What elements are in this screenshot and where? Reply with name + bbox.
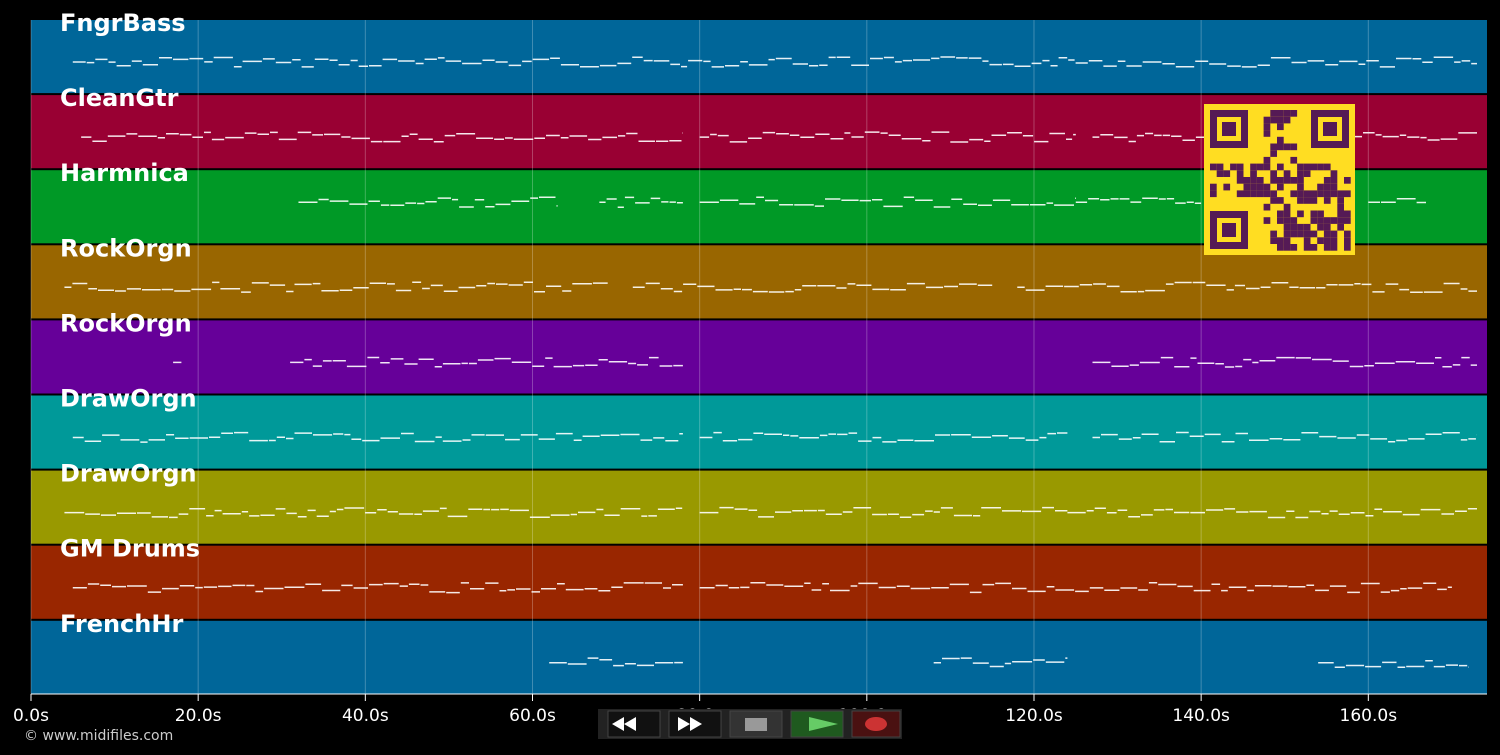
footer: © www.midifiles.com (24, 728, 173, 744)
track-lane (31, 320, 1487, 394)
track-name: RockOrgn (60, 309, 192, 337)
track-lane (31, 545, 1487, 619)
tick-label: 140.0s (1172, 706, 1230, 726)
tick-label: 120.0s (1005, 706, 1063, 726)
transport (598, 709, 902, 739)
tick-label: 160.0s (1340, 706, 1398, 726)
track-name: Harmnica (60, 159, 189, 187)
track-lane (31, 245, 1487, 319)
notes (1318, 659, 1469, 669)
tick-label: 20.0s (175, 706, 222, 726)
notes (1017, 281, 1477, 293)
tracks (31, 20, 1487, 694)
track-name: RockOrgn (60, 234, 192, 262)
tick-label: 40.0s (342, 706, 389, 726)
notes (298, 196, 558, 208)
notes (1368, 197, 1426, 204)
track-name: DrawOrgn (60, 385, 197, 413)
track-name: FngrBass (60, 9, 186, 37)
notes (64, 507, 683, 519)
track-lane (31, 20, 1487, 94)
tick-label: 0.0s (13, 706, 49, 726)
track-lane (31, 395, 1487, 469)
track-name: DrawOrgn (60, 460, 197, 488)
track-lane (31, 620, 1487, 694)
tick-label: 60.0s (509, 706, 556, 726)
notes (64, 281, 608, 293)
notes (1092, 356, 1477, 368)
track-name: GM Drums (60, 535, 200, 563)
track-name: FrenchHr (60, 610, 183, 638)
notes (1092, 431, 1477, 443)
notes (1067, 507, 1477, 519)
track-lane (31, 470, 1487, 544)
time-axis: 0.0s20.0s40.0s60.0s80.0s100.0s120.0s140.… (13, 20, 1487, 726)
track-name: CleanGtr (60, 84, 179, 112)
qr-code (1204, 104, 1355, 255)
record-button[interactable] (851, 710, 901, 738)
